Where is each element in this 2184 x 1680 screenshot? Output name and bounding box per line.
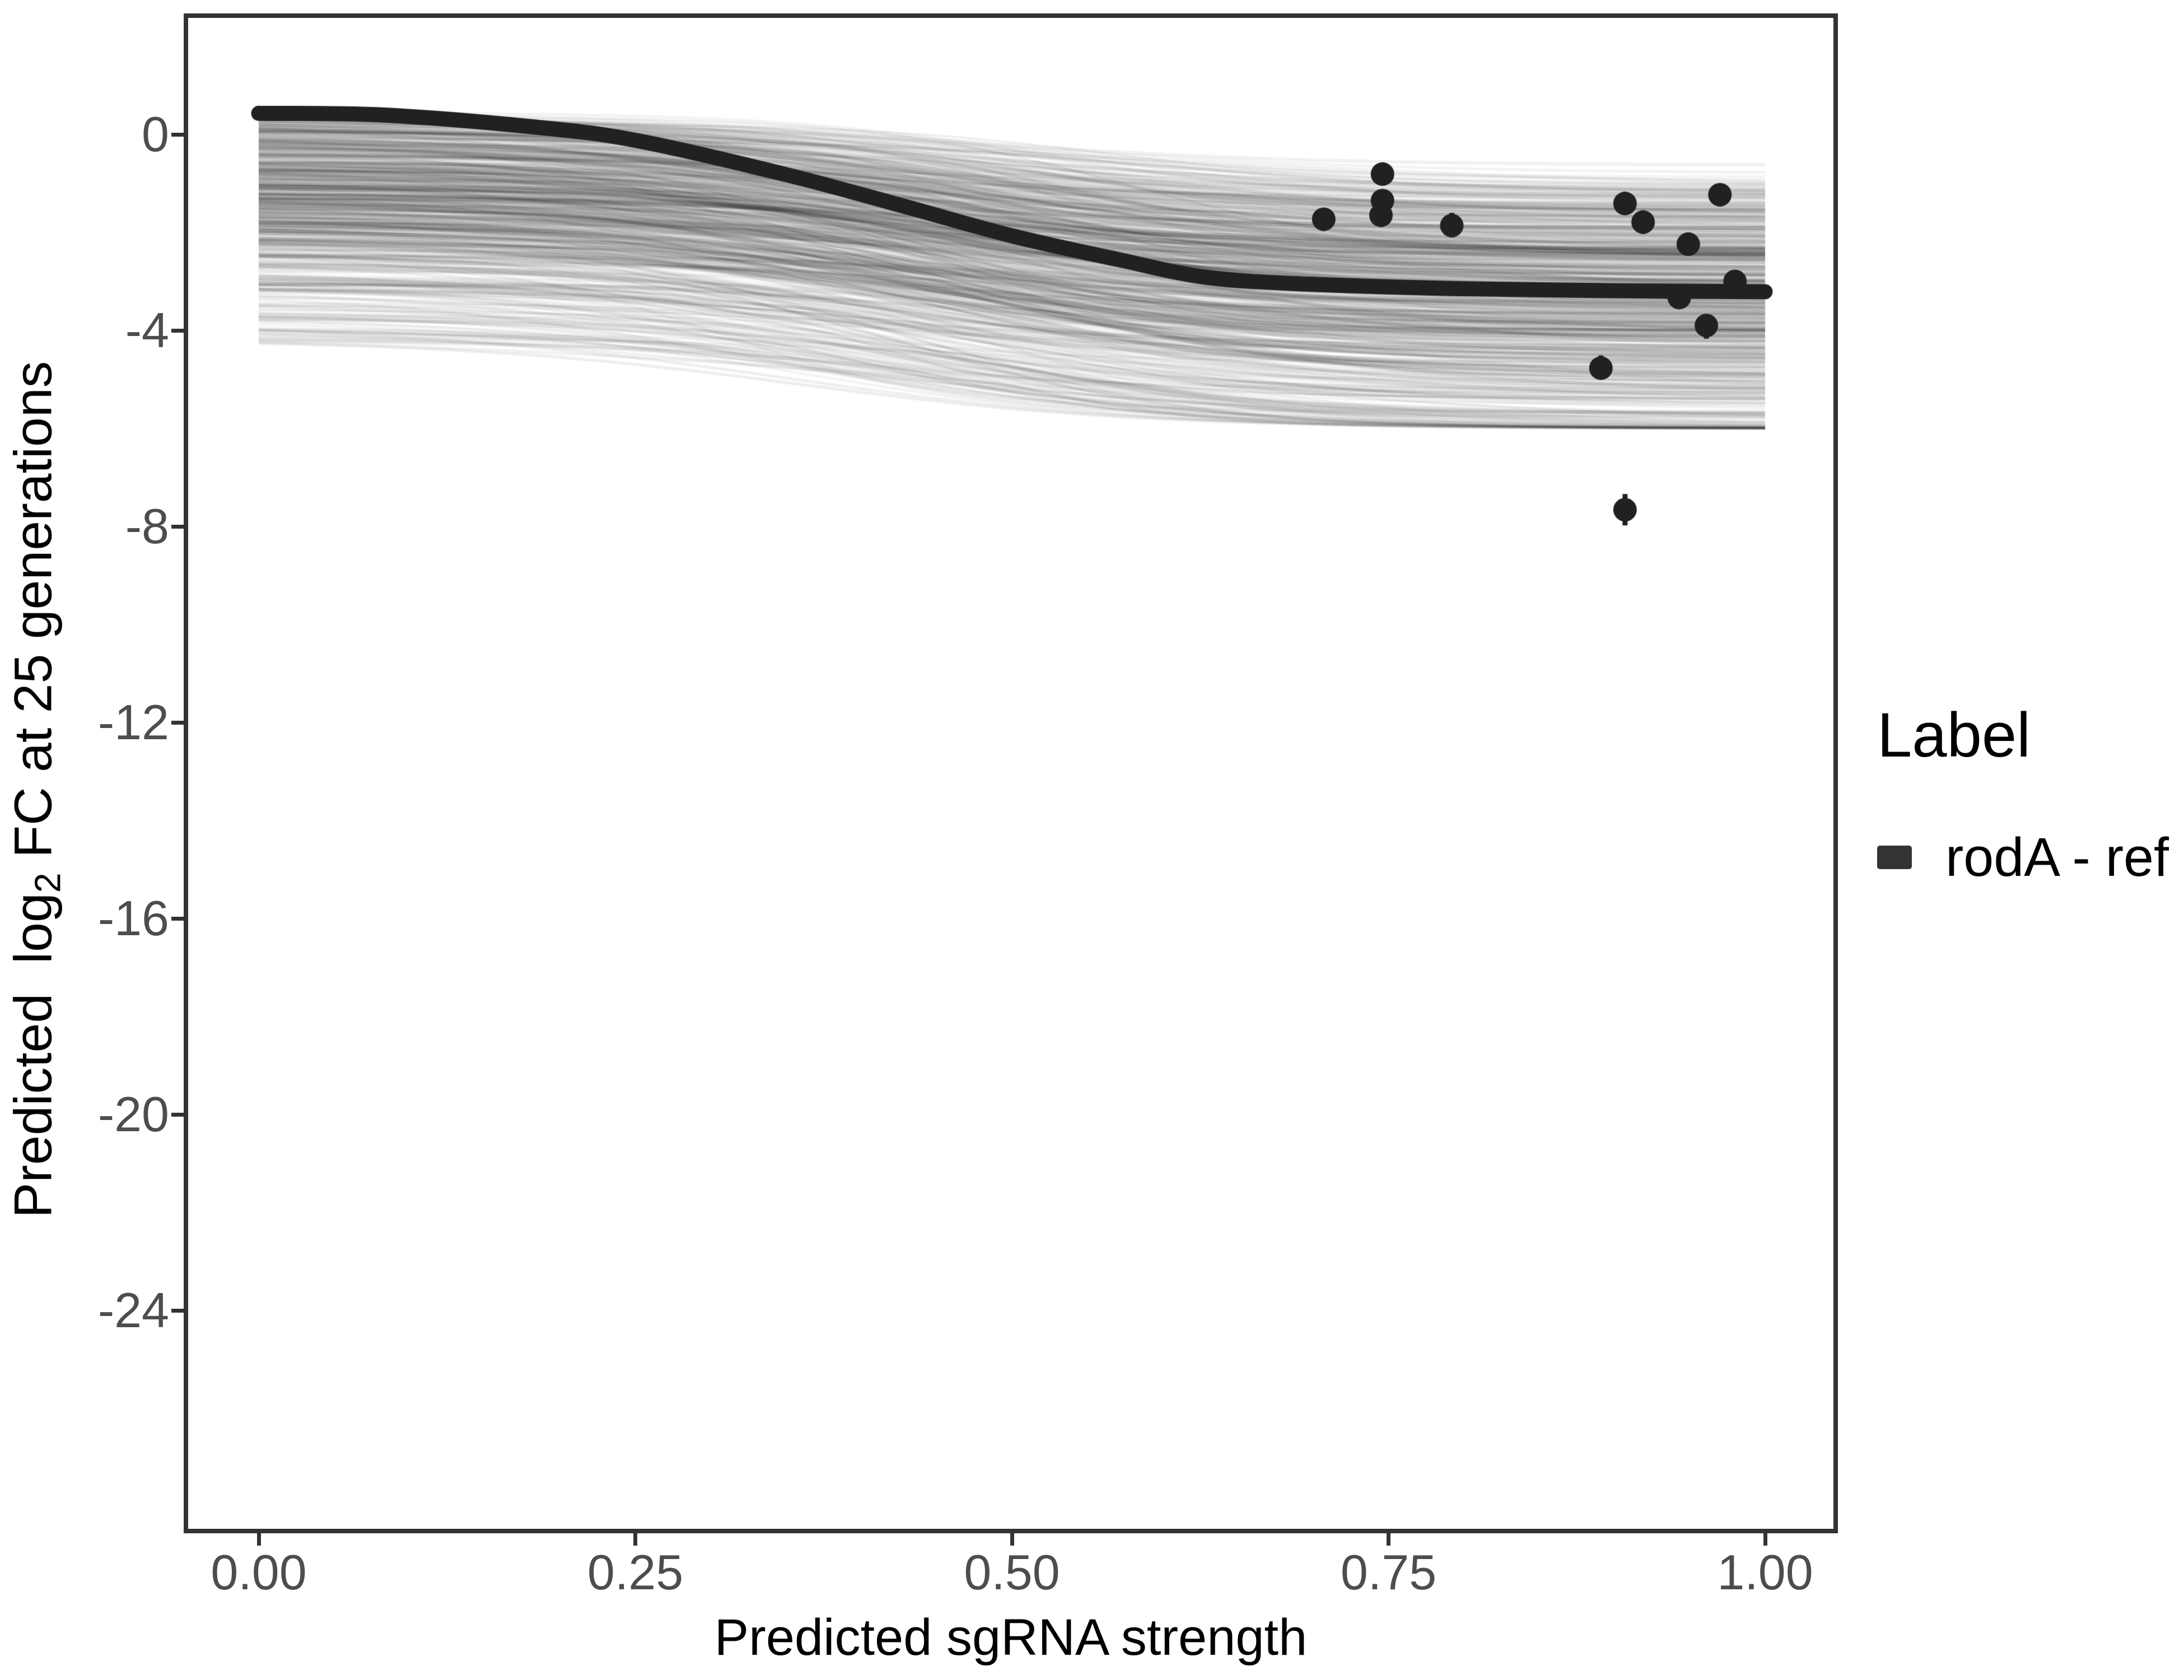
y-axis-title: Predicted log2 FC at 25 generations bbox=[3, 361, 68, 1218]
y-axis-tick bbox=[171, 328, 184, 333]
y-axis-title-subscript: 2 bbox=[27, 872, 68, 893]
legend-title: Label bbox=[1877, 700, 2031, 770]
y-axis-tick bbox=[171, 1308, 184, 1313]
x-axis-tick-label: 0.75 bbox=[1340, 1544, 1437, 1600]
x-axis-tick bbox=[633, 1533, 637, 1546]
x-axis-tick-label: 0.50 bbox=[964, 1544, 1060, 1600]
y-axis-tick-label: -8 bbox=[125, 498, 169, 554]
legend-item: rodA - ref bbox=[1877, 826, 2180, 889]
y-axis-tick-label: -24 bbox=[97, 1282, 169, 1338]
x-axis-tick bbox=[1763, 1533, 1767, 1546]
x-axis-tick bbox=[256, 1533, 261, 1546]
legend-line-swatch-icon bbox=[1877, 846, 1912, 869]
y-axis-tick-label: 0 bbox=[142, 106, 169, 162]
plot-panel-border bbox=[184, 13, 1838, 1533]
y-axis-tick-label: -4 bbox=[125, 302, 169, 358]
y-axis-tick bbox=[171, 916, 184, 921]
y-axis-tick-label: -20 bbox=[97, 1086, 169, 1142]
x-axis-tick bbox=[1010, 1533, 1014, 1546]
y-axis-title-suffix: FC at 25 generations bbox=[3, 361, 63, 873]
y-axis-tick bbox=[171, 1112, 184, 1117]
y-axis-tick-label: -16 bbox=[97, 890, 169, 946]
y-axis-title-prefix: Predicted log bbox=[3, 893, 63, 1219]
y-axis-tick bbox=[171, 720, 184, 725]
x-axis-title: Predicted sgRNA strength bbox=[714, 1609, 1308, 1666]
x-axis-tick-label: 1.00 bbox=[1717, 1544, 1813, 1600]
x-axis-tick-label: 0.00 bbox=[211, 1544, 307, 1600]
y-axis-tick-label: -12 bbox=[97, 694, 169, 750]
legend-item-label: rodA - ref bbox=[1945, 827, 2169, 888]
legend: Label rodA - ref bbox=[1877, 699, 2180, 889]
y-axis-tick bbox=[171, 524, 184, 529]
y-axis-tick bbox=[171, 132, 184, 137]
x-axis-tick bbox=[1387, 1533, 1390, 1546]
x-axis-tick-label: 0.25 bbox=[587, 1544, 684, 1600]
